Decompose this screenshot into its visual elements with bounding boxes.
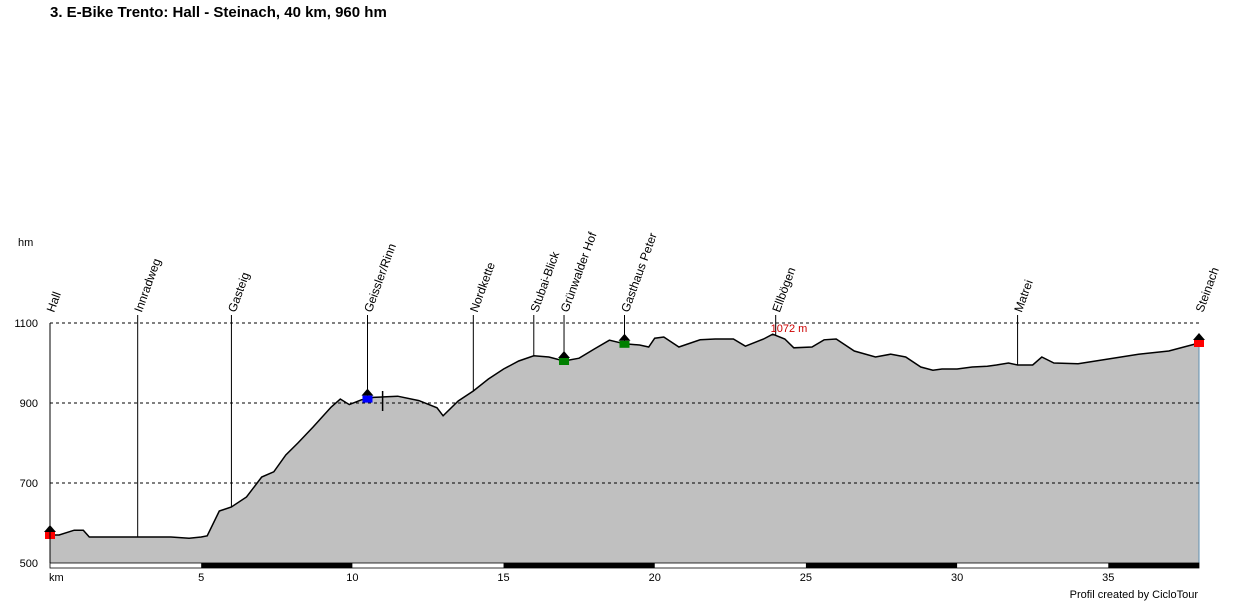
profile-area-group: [50, 333, 1200, 563]
x-tick-label: 35: [1102, 572, 1114, 584]
waypoint-label: Innradweg: [131, 257, 163, 314]
x-tick-label: 15: [497, 572, 509, 584]
profile-line: [50, 333, 1200, 539]
waypoint-marker-roof: [1193, 333, 1205, 340]
x-unit-label: km: [49, 572, 64, 584]
y-tick-label: 1100: [14, 318, 38, 330]
x-tick-label: 5: [198, 572, 204, 584]
waypoint-marker-roof: [618, 333, 631, 341]
y-tick-label: 900: [20, 398, 38, 410]
x-axis-band-segment: [1108, 563, 1199, 568]
waypoint-label: Nordkette: [467, 260, 498, 314]
y-tick-label: 700: [20, 478, 38, 490]
credit-text: Profil created by CicloTour: [1069, 589, 1198, 601]
waypoint-marker-green: [619, 340, 630, 348]
waypoint-label: Ellbögen: [769, 265, 798, 314]
max-elevation-label: 1072 m: [771, 323, 808, 335]
waypoint-label: Hall: [44, 290, 64, 314]
x-tick-label: 25: [800, 572, 812, 584]
waypoint-label: Gasteig: [225, 270, 252, 314]
axes: 500 700 900 1100 5 10 15 20 25 30 35: [14, 318, 1200, 584]
x-tick-label: 20: [649, 572, 661, 584]
waypoint-marker-red: [1194, 340, 1204, 347]
x-tick-label: 10: [346, 572, 358, 584]
waypoint-label: Matrei: [1011, 278, 1036, 314]
y-unit-label: hm: [18, 237, 33, 249]
waypoint-marker-roof: [361, 388, 374, 396]
x-axis-band-segment: [805, 563, 958, 568]
waypoint-marker-blue: [362, 395, 373, 403]
waypoint-label: Geissler/Rinn: [361, 242, 399, 314]
waypoint-label: Grünwalder Hof: [558, 230, 600, 314]
waypoint-label: Stubai-Blick: [527, 249, 562, 314]
y-tick-label: 500: [20, 558, 38, 570]
waypoint-label: Steinach: [1193, 265, 1222, 314]
waypoint-marker-roof: [558, 351, 571, 358]
profile-area: [50, 334, 1199, 563]
x-axis-band-segment: [201, 563, 353, 568]
x-tick-label: 30: [951, 572, 963, 584]
page-title: 3. E-Bike Trento: Hall - Steinach, 40 km…: [50, 4, 387, 21]
x-axis-band-segment: [503, 563, 655, 568]
waypoint-label: Gasthaus Peter: [618, 231, 660, 314]
waypoint-marker-green: [559, 358, 570, 365]
